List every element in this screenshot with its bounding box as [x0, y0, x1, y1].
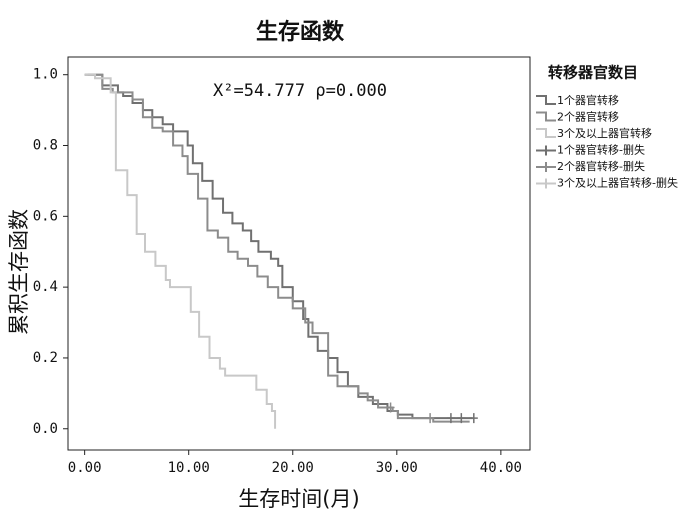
survival-curve	[87, 73, 470, 423]
legend-label: 1个器官转移	[557, 93, 619, 107]
legend-label: 3个及以上器官转移	[557, 126, 652, 140]
x-tick-label: 0.00	[68, 460, 102, 476]
legend-label: 1个器官转移-删失	[557, 143, 645, 157]
censor-mark	[469, 413, 478, 424]
legend-swatch	[536, 128, 556, 138]
y-tick-label: 0.4	[33, 279, 58, 295]
survival-curve	[84, 73, 277, 429]
plot-frame	[67, 56, 531, 451]
legend-label: 2个器官转移-删失	[557, 159, 645, 173]
censor-mark	[457, 413, 466, 424]
annotation: X²=54.777 ρ=0.000	[213, 81, 387, 101]
legend-swatch	[536, 111, 556, 122]
censor-mark	[446, 413, 455, 424]
y-tick-label: 1.0	[33, 67, 58, 83]
survival-curve	[84, 73, 473, 420]
legend-swatch	[536, 145, 556, 156]
legend-label: 2个器官转移	[557, 110, 619, 124]
x-tick-label: 40.00	[480, 460, 522, 476]
y-tick-label: 0.2	[33, 350, 58, 366]
chart-title: 生存函数	[256, 19, 345, 45]
x-tick-label: 30.00	[376, 460, 418, 476]
y-tick-label: 0.8	[33, 138, 58, 154]
x-axis-label: 生存时间(月)	[238, 487, 359, 511]
legend-title: 转移器官数目	[548, 64, 638, 82]
x-tick-label: 10.00	[168, 460, 210, 476]
censor-mark	[386, 402, 395, 413]
x-tick-label: 20.00	[272, 460, 314, 476]
y-tick-label: 0.6	[33, 208, 58, 224]
legend-swatch	[536, 95, 556, 105]
legend-label: 3个及以上器官转移-删失	[557, 176, 678, 190]
y-tick-label: 0.0	[33, 421, 58, 437]
y-axis-label: 累积生存函数	[7, 209, 31, 335]
legend-swatch	[536, 178, 556, 189]
censor-mark	[426, 413, 435, 424]
legend-swatch	[536, 162, 556, 172]
